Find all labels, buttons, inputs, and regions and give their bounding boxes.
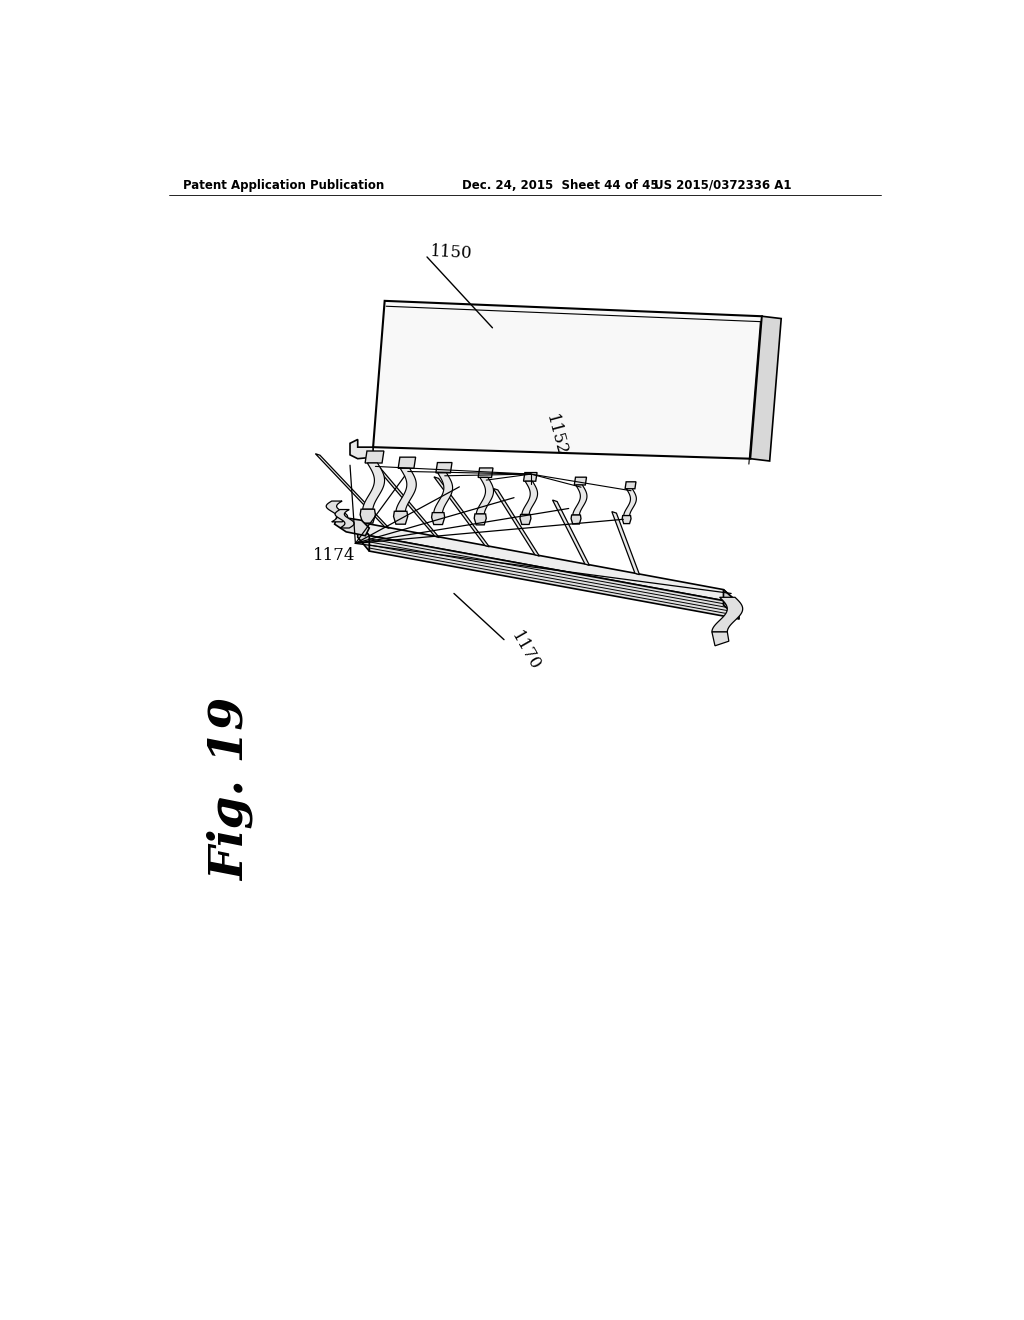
Polygon shape (476, 478, 494, 513)
Polygon shape (327, 502, 347, 521)
Polygon shape (574, 478, 587, 484)
Polygon shape (431, 512, 444, 524)
Polygon shape (623, 516, 631, 524)
Polygon shape (523, 473, 537, 482)
Text: Fig. 19: Fig. 19 (208, 698, 254, 882)
Polygon shape (478, 469, 493, 478)
Polygon shape (751, 317, 781, 461)
Polygon shape (362, 463, 385, 510)
Polygon shape (553, 500, 590, 565)
Polygon shape (724, 590, 739, 619)
Polygon shape (522, 482, 538, 515)
Text: 1150: 1150 (429, 243, 472, 261)
Polygon shape (434, 473, 453, 512)
Polygon shape (373, 301, 762, 459)
Polygon shape (712, 598, 742, 632)
Polygon shape (366, 451, 384, 463)
Text: 1170: 1170 (508, 628, 544, 673)
Polygon shape (357, 521, 739, 603)
Text: 1152: 1152 (543, 413, 570, 458)
Polygon shape (520, 515, 530, 524)
Polygon shape (712, 632, 729, 645)
Polygon shape (434, 477, 489, 546)
Polygon shape (375, 465, 439, 537)
Text: Dec. 24, 2015  Sheet 44 of 45: Dec. 24, 2015 Sheet 44 of 45 (462, 178, 658, 191)
Polygon shape (571, 515, 581, 524)
Text: 1174: 1174 (313, 548, 355, 564)
Polygon shape (350, 440, 373, 459)
Polygon shape (625, 482, 636, 488)
Polygon shape (398, 457, 416, 469)
Polygon shape (474, 513, 486, 525)
Polygon shape (393, 511, 408, 524)
Polygon shape (370, 536, 739, 619)
Text: Patent Application Publication: Patent Application Publication (183, 178, 384, 191)
Polygon shape (357, 521, 370, 552)
Text: US 2015/0372336 A1: US 2015/0372336 A1 (654, 178, 792, 191)
Polygon shape (315, 454, 389, 528)
Polygon shape (624, 488, 636, 516)
Polygon shape (396, 469, 417, 511)
Polygon shape (611, 512, 640, 574)
Polygon shape (436, 462, 452, 473)
Polygon shape (360, 510, 376, 523)
Polygon shape (572, 484, 587, 515)
Polygon shape (335, 516, 370, 536)
Polygon shape (494, 488, 540, 556)
Polygon shape (335, 510, 354, 528)
